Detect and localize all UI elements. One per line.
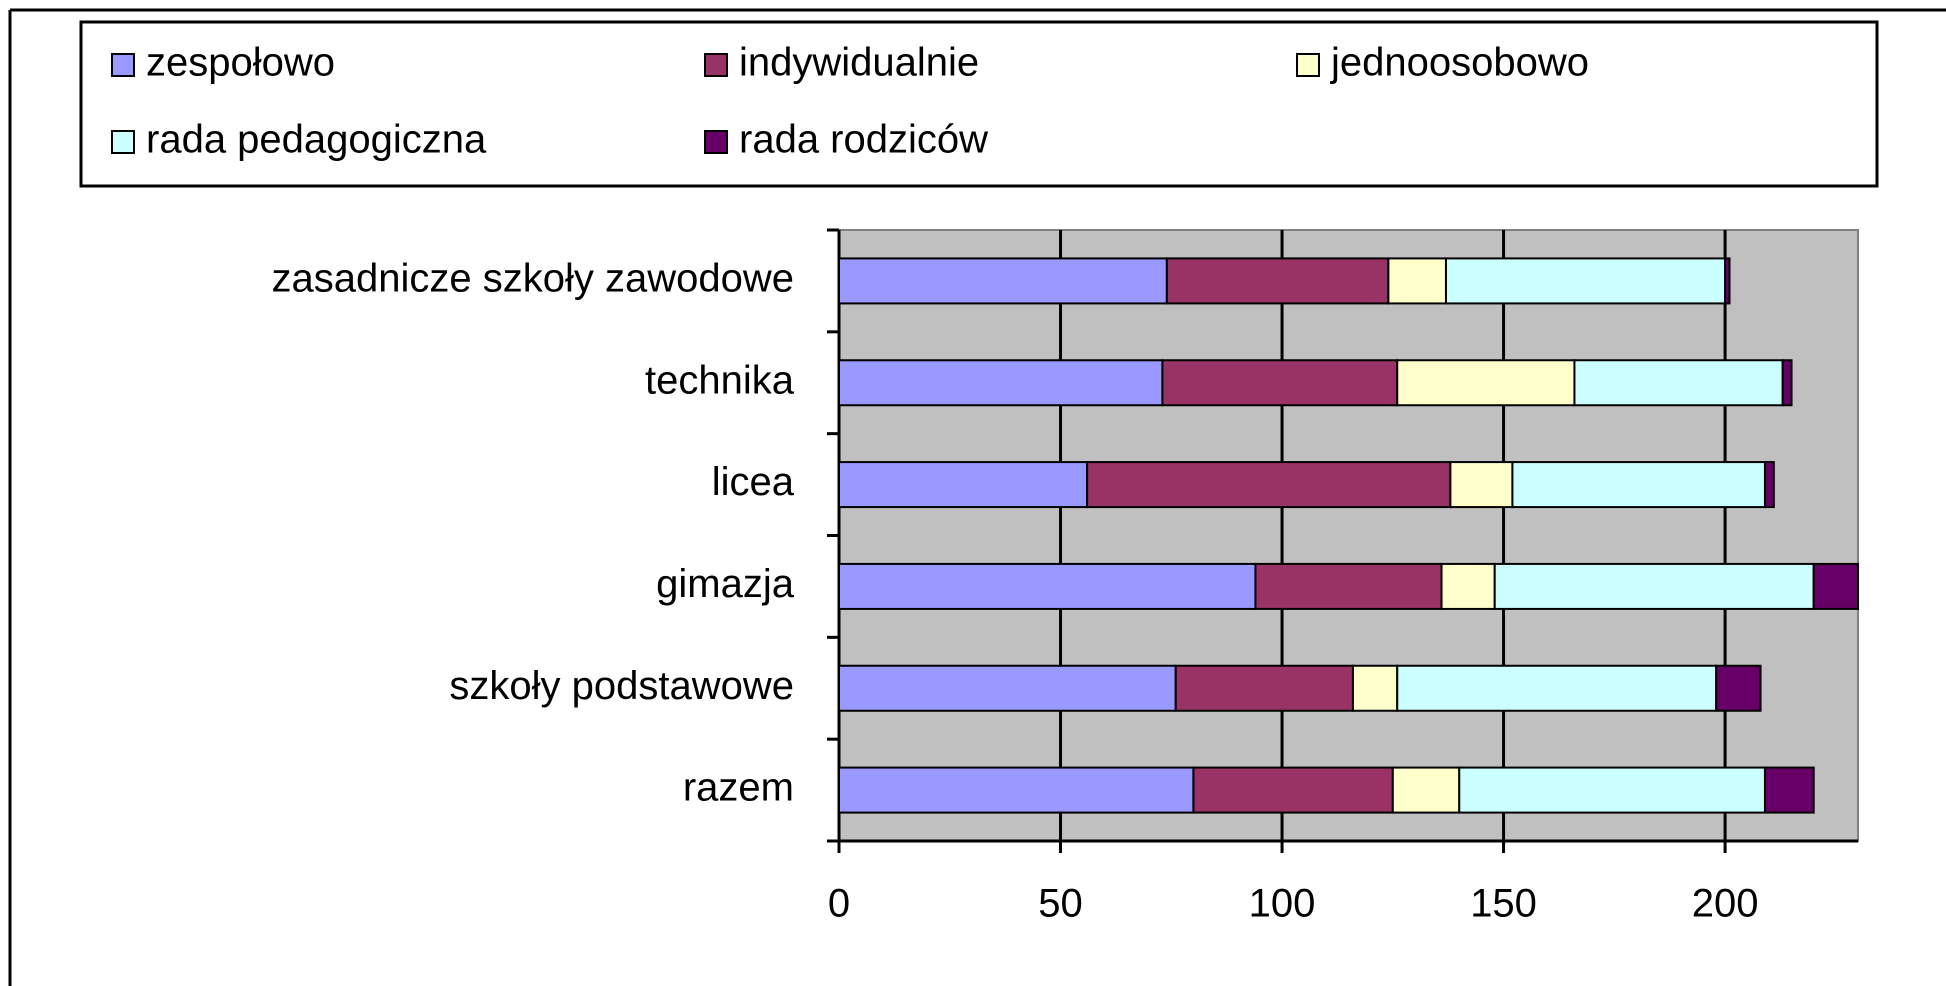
legend-label: zespołowo: [146, 41, 335, 85]
bar-segment: [838, 766, 1195, 814]
bar-segment: [1192, 766, 1394, 814]
bar-segment: [1161, 359, 1399, 407]
bar-segment: [838, 359, 1164, 407]
bar-segment: [1254, 562, 1443, 610]
bar-segment: [1458, 766, 1766, 814]
bar-segment: [1086, 461, 1452, 509]
bar-segment: [1444, 257, 1727, 305]
y-tick-label: technika: [645, 358, 795, 402]
bar-segment: [1351, 664, 1399, 712]
bar-segment: [838, 562, 1257, 610]
bar-segment: [1763, 766, 1815, 814]
x-tick-label: 150: [1470, 882, 1537, 926]
legend-swatch: [111, 53, 135, 77]
legend-swatch: [111, 130, 135, 154]
bar-segment: [1724, 257, 1731, 305]
bar-segment: [838, 461, 1089, 509]
bar-segment: [1493, 562, 1815, 610]
legend-label: indywidualnie: [739, 41, 979, 85]
bar-segment: [1781, 359, 1793, 407]
y-tick-label: szkoły podstawowe: [449, 664, 794, 708]
y-tick-label: gimazja: [656, 562, 795, 606]
bar-segment: [1391, 766, 1461, 814]
bar-segment: [1396, 664, 1718, 712]
x-tick-label: 100: [1249, 882, 1316, 926]
x-tick-label: 50: [1038, 882, 1083, 926]
y-tick-label: razem: [683, 766, 794, 810]
y-tick-label: licea: [712, 460, 795, 504]
bar-segment: [1812, 562, 1860, 610]
legend-swatch: [1296, 53, 1320, 77]
bar-segment: [838, 257, 1168, 305]
bar-segment: [1387, 257, 1447, 305]
x-tick-label: 0: [828, 882, 850, 926]
legend-box: [79, 20, 1879, 188]
y-tick-label: zasadnicze szkoły zawodowe: [272, 256, 794, 300]
bar-segment: [1165, 257, 1390, 305]
plot-area: [838, 229, 1859, 842]
legend-swatch: [704, 53, 728, 77]
legend-label: rada rodziców: [739, 118, 988, 162]
bar-segment: [1573, 359, 1784, 407]
bar-segment: [1174, 664, 1354, 712]
legend-label: jednoosobowo: [1330, 41, 1589, 85]
bar-segment: [1396, 359, 1576, 407]
bar-segment: [1440, 562, 1496, 610]
legend-swatch: [704, 130, 728, 154]
bar-segment: [1511, 461, 1766, 509]
bar-segment: [838, 664, 1177, 712]
bar-segment: [1763, 461, 1775, 509]
bar-segment: [1715, 664, 1762, 712]
bar-segment: [1449, 461, 1514, 509]
x-tick-label: 200: [1692, 882, 1759, 926]
legend-label: rada pedagogiczna: [146, 118, 487, 162]
